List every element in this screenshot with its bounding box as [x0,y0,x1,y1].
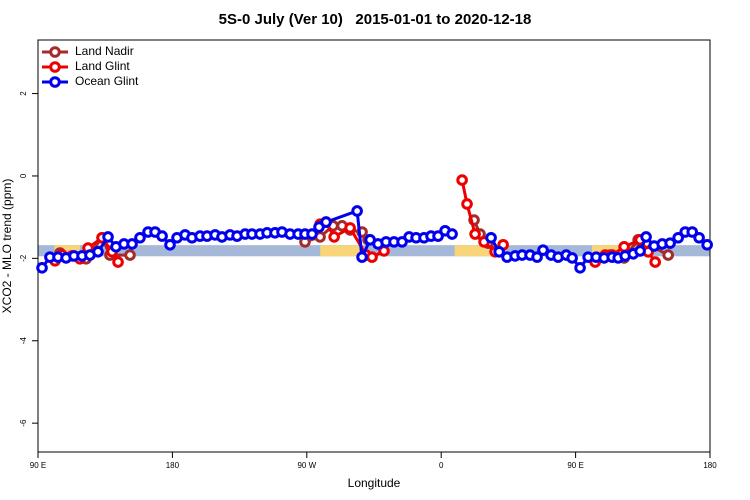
point [662,249,674,261]
point [446,228,458,240]
point [92,245,104,258]
land-segment [320,245,360,257]
point [156,230,168,242]
legend-label: Ocean Glint [75,74,139,88]
point [693,231,705,244]
point [649,256,661,268]
point [618,241,630,253]
point [493,245,505,258]
point [672,231,684,244]
point [164,238,176,251]
point [574,262,586,274]
legend-label: Land Nadir [75,44,134,58]
point [664,237,676,249]
point [351,205,363,217]
point [126,238,138,250]
legend-marker [49,46,61,58]
point [461,198,473,210]
x-tick-label: 180 [166,461,180,470]
chart-title: 5S-0 July (Ver 10) 2015-01-01 to 2020-12… [219,11,532,28]
y-tick-label: -4 [19,337,28,345]
y-axis-label: XCO2 - MLO trend (ppm) [0,179,14,314]
point [320,216,332,228]
point [686,226,699,238]
land-segment [454,245,495,257]
point [356,251,368,263]
land-segment [54,245,80,257]
ocean-band [38,245,710,257]
x-tick-label: 0 [439,461,444,470]
point [366,251,378,263]
point [537,244,549,256]
legend-marker [49,76,61,88]
point [432,230,444,242]
point [134,231,146,244]
point [531,251,543,263]
x-tick-label: 90 W [297,461,316,470]
y-tick-label: 2 [19,91,28,96]
point [124,249,136,261]
point [344,222,356,234]
point [634,245,646,257]
point [36,262,48,274]
point [566,252,578,264]
x-axis-label: Longitude [348,476,401,490]
point [328,231,340,243]
point [640,231,652,243]
point [102,231,114,243]
x-tick-label: 90 E [567,461,583,470]
x-tick-label: 180 [703,461,717,470]
y-tick-label: 0 [19,173,28,178]
legend-marker [49,61,61,73]
point [456,174,468,186]
point [112,256,124,268]
y-tick-label: -6 [19,419,28,427]
legend-label: Land Glint [75,59,130,73]
y-tick-label: -2 [19,254,28,262]
point [701,238,713,251]
x-tick-label: 90 E [30,461,46,470]
point [469,228,481,240]
point [485,231,497,244]
point [306,228,318,240]
